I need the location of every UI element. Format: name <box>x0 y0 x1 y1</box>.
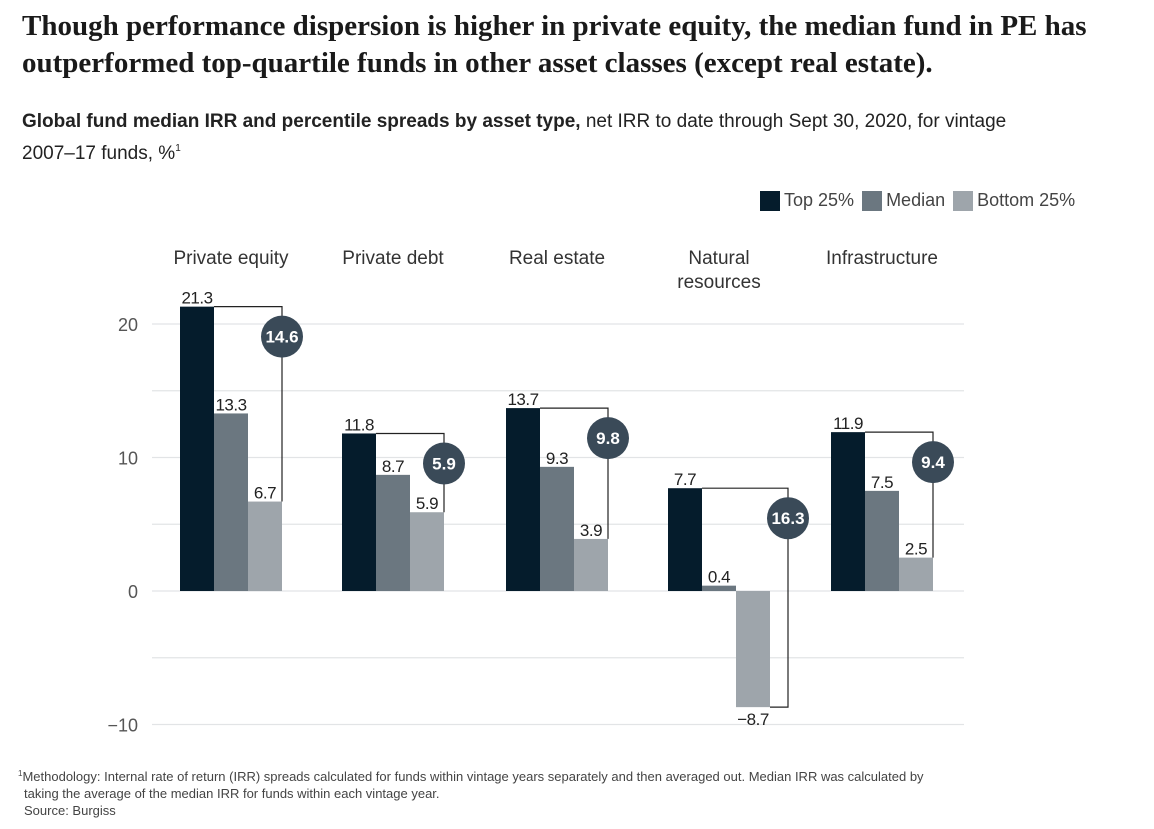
chart-subtitle: Global fund median IRR and percentile sp… <box>22 108 1022 167</box>
spread-badge <box>587 417 629 460</box>
bar-median <box>865 490 899 591</box>
bar-bottom-25- <box>574 538 608 591</box>
footnote: 1Methodology: Internal rate of return (I… <box>18 765 1118 819</box>
footnote-text-1: Methodology: Internal rate of return (IR… <box>22 769 924 784</box>
y-tick-label: −10 <box>107 716 138 736</box>
bar-top-25- <box>342 433 376 591</box>
spread-bracket <box>214 306 283 502</box>
footnote-source: Source: Burgiss <box>24 803 116 818</box>
category-label: Private debt <box>342 248 444 269</box>
data-label: 0.4 <box>708 568 730 587</box>
data-label: 9.3 <box>546 449 568 468</box>
y-tick-label: 10 <box>118 449 138 469</box>
bar-bottom-25- <box>410 512 444 591</box>
spread-bracket <box>702 487 789 708</box>
data-label: 11.8 <box>344 415 374 434</box>
legend-item-top: Top 25% <box>760 190 854 211</box>
data-label: 7.5 <box>871 473 893 492</box>
category-label: resources <box>677 272 760 293</box>
legend-swatch-top <box>760 190 780 211</box>
legend-label-bottom: Bottom 25% <box>977 190 1076 210</box>
legend-swatch-median <box>862 190 883 211</box>
data-label: 13.7 <box>507 390 538 409</box>
spread-badge <box>912 441 954 484</box>
legend-item-bottom: Bottom 25% <box>953 190 1075 211</box>
category-label: Real estate <box>509 248 605 269</box>
footnote-marker: 1 <box>18 769 23 778</box>
bar-bottom-25- <box>248 501 282 591</box>
legend-label-top: Top 25% <box>784 190 855 210</box>
spread-badge <box>423 442 465 485</box>
headline: Though performance dispersion is higher … <box>22 10 1087 79</box>
bar-top-25- <box>831 432 865 591</box>
category-label: Private equity <box>173 248 289 269</box>
footnote-methodology-line1: 1Methodology: Internal rate of return (I… <box>18 765 1118 785</box>
data-label: 7.7 <box>674 470 696 489</box>
footnote-methodology-line2: taking the average of the median IRR for… <box>24 786 440 801</box>
data-label: 8.7 <box>382 457 404 476</box>
subtitle-rest: net IRR to date through Sept 30, 2020, f… <box>22 111 1007 164</box>
subtitle-footnote-marker: 1 <box>175 143 181 154</box>
y-tick-label: 0 <box>128 582 138 602</box>
bar-chart: 20 10 0 −10 Private equity 21.3 13.3 6.7 14.6 Pri… <box>107 248 964 736</box>
bar-median <box>214 413 248 591</box>
bar-bottom-25- <box>899 557 933 591</box>
category-label: Infrastructure <box>826 248 938 269</box>
data-label: 13.3 <box>215 395 246 414</box>
spread-bracket <box>376 432 445 513</box>
legend-item-median: Median <box>862 190 945 211</box>
bar-top-25- <box>180 306 214 591</box>
data-label: 11.9 <box>833 414 863 433</box>
spread-label: 9.8 <box>596 429 620 448</box>
legend-label-median: Median <box>886 190 946 210</box>
spread-badge <box>261 315 303 358</box>
bar-top-25- <box>668 488 702 591</box>
legend: Top 25% Median Bottom 25% <box>760 190 1083 211</box>
bar-median <box>540 466 574 591</box>
spread-label: 5.9 <box>432 454 456 473</box>
bar-median <box>376 474 410 591</box>
data-label: 3.9 <box>580 521 602 540</box>
bar-bottom-25- <box>736 591 770 708</box>
spread-bracket <box>865 431 934 558</box>
legend-swatch-bottom <box>953 190 974 211</box>
data-label: 5.9 <box>416 494 438 513</box>
spread-label: 9.4 <box>921 453 945 472</box>
y-tick-label: 20 <box>118 315 138 335</box>
spread-label: 14.6 <box>265 328 298 347</box>
bar-top-25- <box>506 408 540 591</box>
spread-badge <box>767 497 809 540</box>
data-label: 21.3 <box>181 289 212 308</box>
subtitle-bold: Global fund median IRR and percentile sp… <box>22 111 581 132</box>
bar-median <box>702 585 736 591</box>
data-label: 6.7 <box>254 484 276 503</box>
spread-label: 16.3 <box>771 509 804 528</box>
data-label: 2.5 <box>905 540 927 559</box>
category-label: Natural <box>688 248 749 269</box>
spread-bracket <box>540 407 609 539</box>
data-label: −8.7 <box>737 710 769 729</box>
